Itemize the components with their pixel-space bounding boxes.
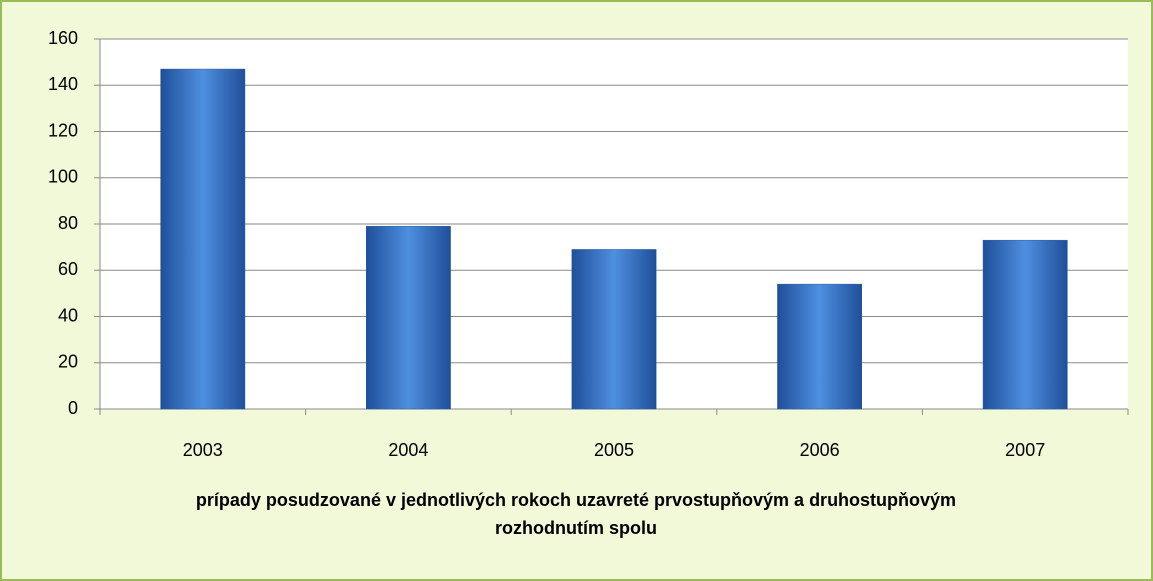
y-tick-label: 20 [58,352,78,372]
y-tick-label: 100 [48,167,78,187]
y-tick-label: 160 [48,28,78,48]
x-tick-label: 2006 [800,440,840,460]
x-tick-label: 2007 [1005,440,1045,460]
bar [160,68,246,410]
x-tick-label: 2003 [183,440,223,460]
x-axis-title: prípady posudzované v jednotlivých rokoc… [195,490,957,538]
y-tick-label: 80 [58,213,78,233]
y-tick-label: 40 [58,305,78,325]
bar [366,226,451,410]
y-tick-label: 120 [48,120,78,140]
bar [571,249,657,410]
y-tick-label: 60 [58,259,78,279]
y-tick-label: 0 [68,398,78,418]
x-tick-label: 2004 [388,440,428,460]
bar [982,239,1068,410]
bar [777,283,862,410]
x-tick-label: 2005 [594,440,634,460]
y-tick-label: 140 [48,74,78,94]
